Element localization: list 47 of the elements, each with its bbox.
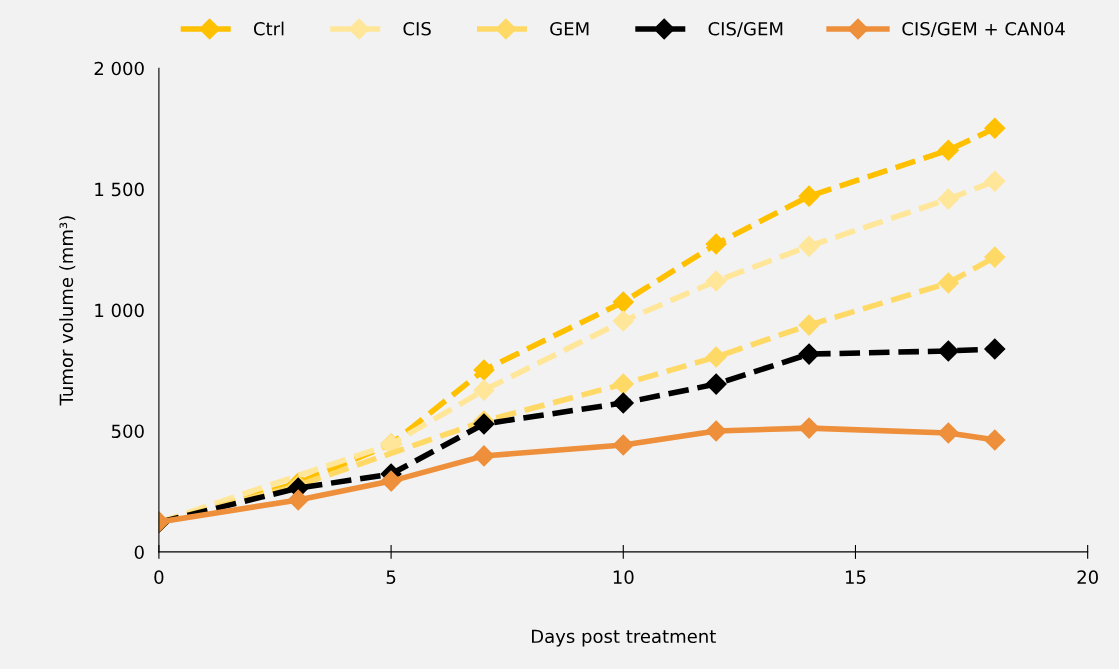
legend-label: Ctrl bbox=[253, 21, 284, 36]
point bbox=[705, 346, 727, 368]
point bbox=[612, 291, 634, 313]
point bbox=[798, 343, 820, 365]
x-tick-label: 10 bbox=[613, 570, 634, 584]
point bbox=[984, 170, 1006, 192]
point bbox=[984, 338, 1006, 360]
point bbox=[705, 270, 727, 292]
point bbox=[612, 373, 634, 395]
point bbox=[473, 445, 495, 467]
point bbox=[937, 272, 959, 294]
x-tick-label: 0 bbox=[154, 570, 164, 584]
legend-label: CIS/GEM + CAN04 bbox=[902, 21, 1065, 37]
point bbox=[473, 359, 495, 381]
y-tick-label: 2 000 bbox=[94, 61, 144, 76]
point bbox=[984, 429, 1006, 451]
point bbox=[798, 185, 820, 207]
y-tick-label: 0 bbox=[134, 545, 144, 560]
point bbox=[705, 373, 727, 395]
point bbox=[798, 314, 820, 336]
point bbox=[798, 417, 820, 439]
y-tick-label: 500 bbox=[111, 424, 144, 439]
point bbox=[612, 392, 634, 414]
x-tick-label: 20 bbox=[1077, 570, 1098, 584]
point bbox=[798, 235, 820, 257]
legend-label: GEM bbox=[550, 21, 589, 36]
point bbox=[937, 188, 959, 210]
x-axis-title: Days post treatment bbox=[532, 629, 716, 647]
point bbox=[984, 117, 1006, 139]
x-tick-label: 15 bbox=[845, 570, 866, 584]
x-tick-label: 5 bbox=[386, 570, 396, 584]
point bbox=[612, 434, 634, 456]
legend-label: CIS/GEM bbox=[708, 21, 783, 37]
point bbox=[473, 379, 495, 401]
y-axis-title: Tumor volume (mm³) bbox=[59, 216, 76, 406]
point bbox=[705, 420, 727, 442]
point bbox=[705, 233, 727, 255]
legend-label: CIS bbox=[403, 21, 431, 36]
y-tick-label: 1 500 bbox=[95, 182, 144, 197]
y-tick-label: 1 000 bbox=[95, 303, 144, 318]
point bbox=[937, 340, 959, 362]
point bbox=[937, 422, 959, 444]
point bbox=[984, 246, 1006, 268]
point bbox=[380, 470, 402, 492]
point bbox=[612, 310, 634, 332]
point bbox=[287, 489, 309, 511]
point bbox=[937, 139, 959, 161]
